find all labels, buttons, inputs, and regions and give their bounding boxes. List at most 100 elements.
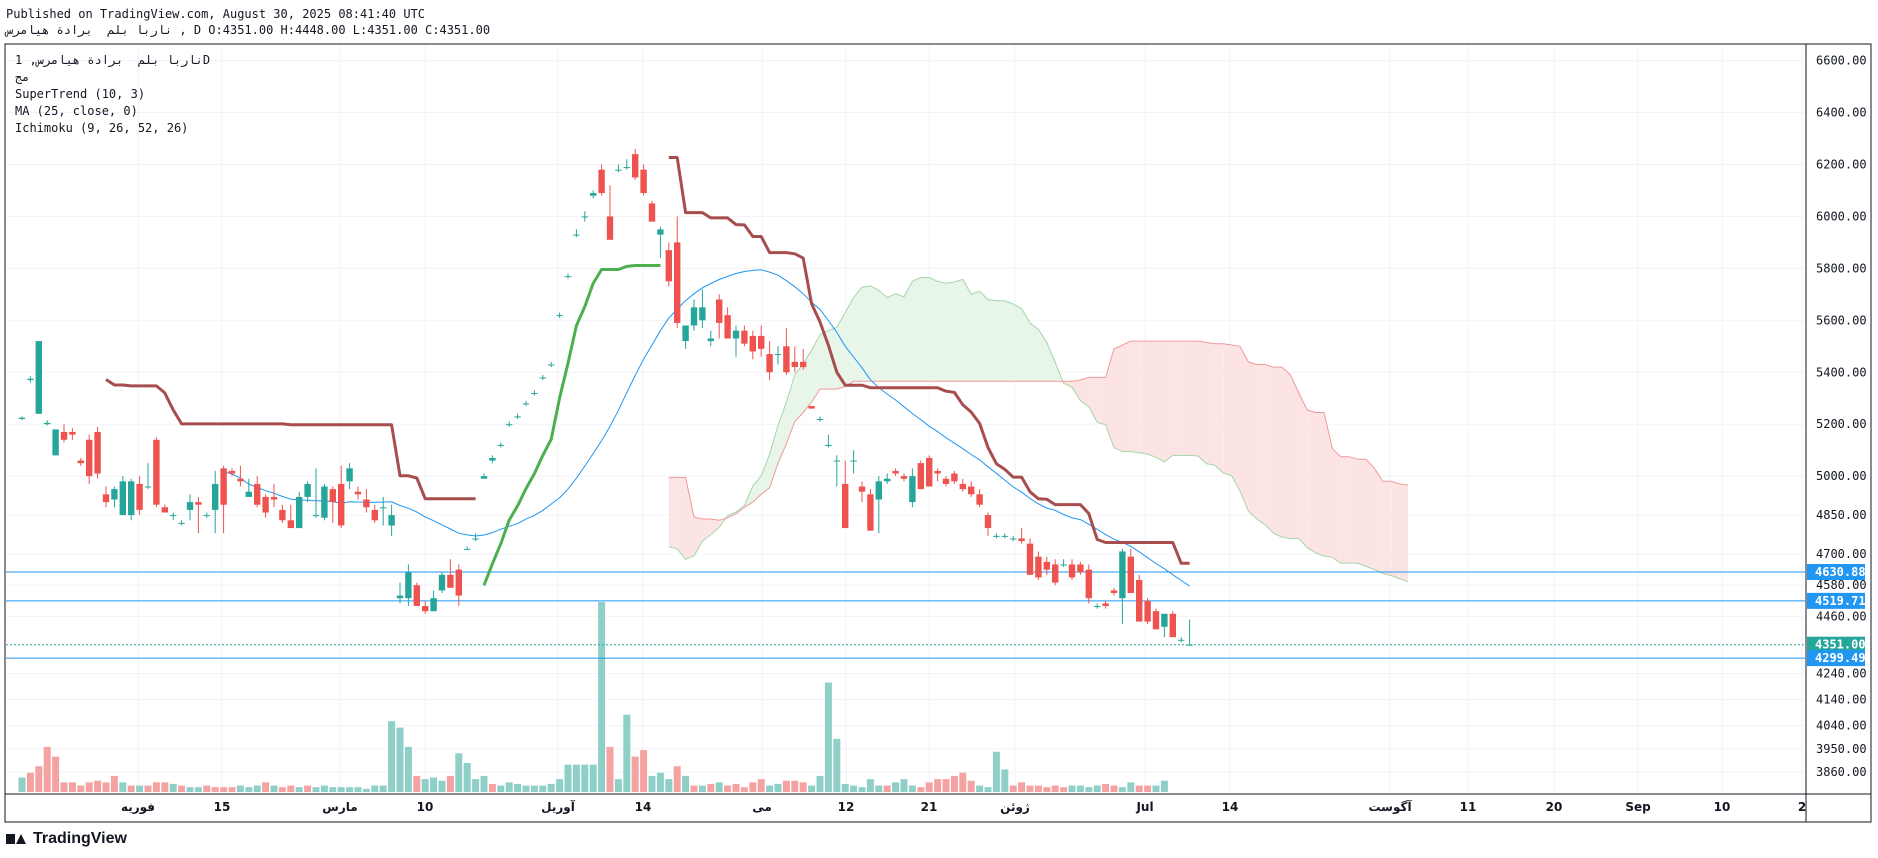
volume-bar-131 <box>1118 787 1126 792</box>
candle-body-42 <box>371 509 378 521</box>
cloud-segment-18 <box>820 330 829 390</box>
price-label-0: 4630.88 <box>1815 565 1866 579</box>
price-label-box-0 <box>1807 564 1865 581</box>
cloud-segment-83 <box>1366 459 1375 570</box>
volume-bar-108 <box>925 782 933 792</box>
supertrend-segment-1 <box>482 264 661 586</box>
time-tick-8: 21 <box>921 800 938 814</box>
cloud-segment-36 <box>971 291 980 382</box>
price-tick-6: 5400.00 <box>1816 365 1867 379</box>
cloud-segment-39 <box>996 300 1005 382</box>
candle-body-33 <box>296 496 303 529</box>
candle-body-132 <box>1127 556 1134 594</box>
price-tick-5: 5600.00 <box>1816 313 1867 327</box>
price-tick-10: 4700.00 <box>1816 547 1867 561</box>
time-tick-12: آگوست <box>1368 799 1412 815</box>
cloud-segment-37 <box>979 291 988 382</box>
price-tick-17: 3860.00 <box>1816 765 1867 779</box>
cloud-segment-79 <box>1332 448 1341 564</box>
volume-bars <box>18 602 1168 792</box>
candle-body-104 <box>892 470 899 474</box>
candle-body-105 <box>900 476 908 479</box>
candle-body-68 <box>590 193 597 196</box>
volume-bar-124 <box>1060 787 1068 792</box>
candle-body-85 <box>732 330 740 339</box>
candle-body-21 <box>195 502 202 505</box>
volume-bar-50 <box>438 780 446 792</box>
candle-body-19 <box>178 522 185 524</box>
cloud-segment-17 <box>811 334 820 403</box>
volume-bar-88 <box>757 779 765 792</box>
cloud-segment-34 <box>954 279 963 382</box>
volume-bar-116 <box>992 751 1000 792</box>
published-caption: Published on TradingView.com, August 30,… <box>6 7 426 21</box>
cloud-segment-71 <box>1265 364 1274 534</box>
volume-bar-34 <box>304 785 312 792</box>
legend-ichimoku[interactable]: Ichimoku (9, 26, 52, 26) <box>15 121 189 135</box>
price-axis[interactable]: 6600.00 6400.00 6200.00 6000.00 5800.00 5600.… <box>1816 54 1867 780</box>
time-tick-6: می <box>752 800 772 814</box>
candle-body-94 <box>808 406 815 409</box>
candle-body-88 <box>758 335 765 349</box>
ichimoku-cloud <box>668 277 1409 583</box>
cloud-segment-63 <box>1198 341 1207 464</box>
price-label-1: 4519.71 <box>1815 594 1866 608</box>
cloud-segment-60 <box>1172 341 1182 456</box>
time-axis[interactable]: فوریه 15 مارس 10 آوریل 14 می 12 21 ژوئن Jul 14 آگوست… <box>121 799 1806 815</box>
legend-ma[interactable]: MA (25, close, 0) <box>15 104 138 118</box>
cloud-segment-73 <box>1282 367 1291 539</box>
cloud-segment-67 <box>1231 344 1240 492</box>
candle-body-109 <box>934 470 941 474</box>
cloud-segment-45 <box>1046 342 1056 382</box>
time-tick-1: 15 <box>214 800 231 814</box>
volume-bar-0 <box>18 777 26 792</box>
volume-bar-21 <box>194 787 202 792</box>
candle-body-54 <box>472 538 479 540</box>
candle-body-24 <box>220 468 227 505</box>
volume-bar-96 <box>824 682 832 792</box>
time-tick-4: آوریل <box>541 799 576 815</box>
volume-bar-83 <box>715 782 723 792</box>
volume-bar-82 <box>707 783 715 792</box>
candle-body-5 <box>60 431 68 440</box>
volume-bar-62 <box>539 785 547 792</box>
price-tick-13: 4240.00 <box>1816 667 1867 681</box>
volume-bar-127 <box>1085 787 1093 792</box>
volume-bar-63 <box>547 783 555 792</box>
candle-body-99 <box>850 460 857 462</box>
volume-bar-43 <box>379 785 387 792</box>
volume-bar-35 <box>312 787 320 792</box>
candle-body-81 <box>699 307 706 321</box>
candle-body-71 <box>615 169 622 171</box>
tradingview-logo[interactable]: TradingView <box>6 830 127 848</box>
candle-body-50 <box>438 574 446 591</box>
volume-bar-29 <box>262 782 270 792</box>
volume-bar-103 <box>883 785 891 792</box>
legend-supertrend[interactable]: SuperTrend (10, 3) <box>15 87 146 101</box>
volume-bar-24 <box>220 787 228 792</box>
candle-body-72 <box>623 167 630 169</box>
volume-bar-136 <box>1160 780 1168 792</box>
price-label-box-1 <box>1807 592 1865 609</box>
volume-bar-97 <box>833 738 841 792</box>
time-tick-15: Sep <box>1625 800 1651 814</box>
cloud-segment-29 <box>912 277 921 382</box>
cloud-segment-5 <box>710 518 720 535</box>
cloud-segment-49 <box>1080 377 1089 407</box>
candle-body-118 <box>1010 538 1017 540</box>
price-tick-4: 5800.00 <box>1816 261 1867 275</box>
candle-body-56 <box>489 457 496 461</box>
price-tick-0: 6600.00 <box>1816 54 1867 68</box>
cloud-segment-48 <box>1072 380 1081 401</box>
candle-body-121 <box>1035 556 1042 578</box>
candle-body-130 <box>1110 590 1118 594</box>
cloud-segment-0 <box>668 477 678 549</box>
cloud-segment-76 <box>1307 409 1316 553</box>
candle-body-103 <box>884 478 891 482</box>
cloud-segment-86 <box>1391 481 1400 579</box>
cloud-segment-33 <box>946 281 955 382</box>
cloud-segment-51 <box>1097 377 1106 425</box>
volume-bar-75 <box>648 775 656 792</box>
price-tick-7: 5200.00 <box>1816 417 1867 431</box>
